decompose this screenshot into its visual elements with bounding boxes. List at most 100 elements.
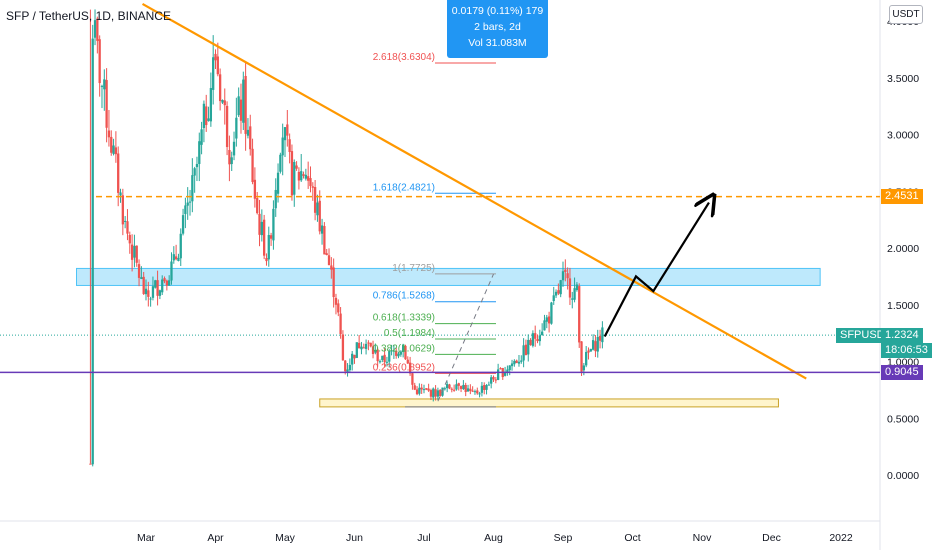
candle-body [242,79,245,123]
resistance-zone [76,267,821,286]
candle-body [508,365,511,371]
candle-body [541,331,544,335]
candle-body [543,320,546,331]
candle-body [388,351,391,362]
candle-body [144,288,148,295]
candle-body [522,345,525,361]
candle-body [246,129,250,136]
candle-body [550,302,553,324]
candle-body [459,386,463,389]
candle-body [191,175,194,202]
candle-body [297,171,301,181]
candle-body [494,379,497,381]
candle-body [397,353,400,357]
candle-body [478,393,481,395]
candle-body [293,162,296,195]
candle-body [598,335,602,341]
candle-body [568,278,572,298]
candle-body [193,168,196,176]
candle-body [286,124,289,136]
candle-body [98,39,101,84]
candle-body [434,389,437,397]
candle-body [212,57,215,90]
candle-body [232,141,236,156]
fib-level-label: 0.236(0.8952) [373,362,435,373]
candle-body [198,141,201,164]
candle-body [369,342,372,347]
candle-body [589,348,592,352]
candle-body [552,295,555,302]
candle-body [163,278,166,282]
measure-change: 0.0179 (0.11%) 179 [451,5,544,17]
candle-body [126,221,129,234]
candle-body [195,163,199,168]
candle-body [455,384,458,390]
candle-body [378,361,382,363]
countdown-tag: 18:06:53 [881,342,932,358]
candle-body [121,195,124,225]
candle-body [89,463,92,465]
candle-body [471,390,474,392]
x-tick-label: Mar [137,532,156,544]
candle-body [316,202,319,216]
x-tick-label: Aug [484,532,503,544]
candle-body [547,316,551,324]
candle-body [594,341,597,352]
candle-body [202,103,206,128]
candle-body [413,385,416,390]
candle-body [112,145,115,154]
candle-body [158,290,162,296]
candle-body [395,350,398,356]
y-tick-label: 0.0000 [887,470,919,482]
candle-body [147,290,150,297]
candle-body [575,284,579,291]
chart-title: SFP / TetherUS, 1D, BINANCE [6,9,171,23]
candle-body [510,363,514,367]
candle-body [186,202,189,206]
candle-body [214,53,217,61]
candle-body [591,340,595,350]
x-tick-label: Jul [417,532,430,544]
candle-body [408,362,412,374]
x-tick-label: May [275,532,296,544]
candle-body [200,129,203,145]
candle-body [225,105,229,148]
currency-button[interactable]: USDT [889,5,923,24]
candle-body [596,336,599,352]
candle-body [538,335,541,342]
candle-body [110,136,113,153]
candle-body [307,176,310,181]
candle-body [151,286,155,298]
candle-body [128,234,131,244]
candle-body [367,342,370,344]
candle-body [520,360,523,362]
candle-body [325,253,328,255]
candle-body [554,291,558,296]
candle-body [452,389,456,391]
candle-body [418,387,421,394]
candle-body [466,388,470,392]
candle-body [383,354,386,363]
x-tick-label: Apr [207,532,224,544]
candle-body [334,297,338,305]
candle-body [330,265,333,270]
candle-body [411,373,414,385]
x-tick-label: Nov [693,532,712,544]
candle-body [427,388,430,391]
x-tick-label: Oct [624,532,640,544]
candle-body [265,258,268,262]
candle-body [353,354,356,359]
candle-body [124,220,127,222]
candle-body [100,85,104,87]
candle-body [318,200,321,232]
candle-body [323,226,326,255]
candle-body [114,147,118,155]
candle-body [154,280,157,288]
symbol-price-tag: SFPUSDT [836,327,896,343]
candle-body [524,344,528,355]
candle-body [506,369,509,373]
candle-body [339,313,342,335]
candle-body [399,351,402,355]
last-price-tag: 1.2324 [881,327,923,343]
